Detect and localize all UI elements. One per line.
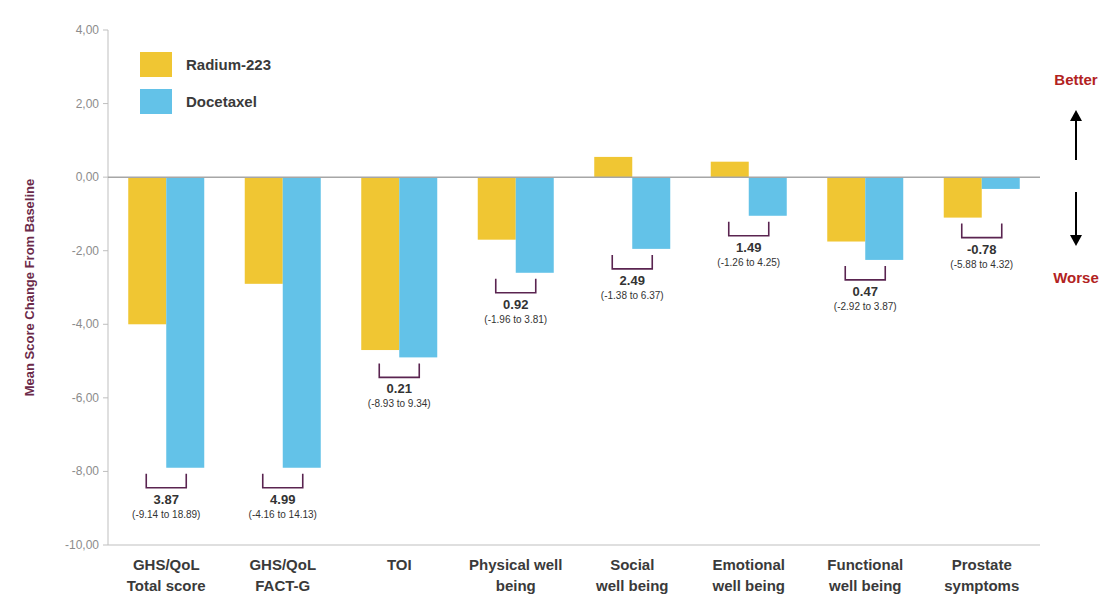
x-tick-label: Social well being bbox=[595, 556, 669, 594]
bar bbox=[478, 177, 516, 240]
bracket bbox=[146, 474, 186, 488]
better-label: Better bbox=[1054, 71, 1098, 88]
bracket bbox=[263, 474, 303, 488]
difference-value: 4.99 bbox=[270, 492, 295, 507]
x-tick-label-line: Emotional bbox=[712, 556, 785, 573]
arrow-down bbox=[1075, 192, 1077, 238]
bar bbox=[128, 177, 166, 324]
arrow-up bbox=[1075, 118, 1077, 160]
legend-swatch bbox=[140, 89, 172, 114]
bar bbox=[283, 177, 321, 468]
bar bbox=[594, 157, 632, 177]
y-tick bbox=[103, 103, 108, 104]
bar bbox=[749, 177, 787, 216]
difference-value: 0.47 bbox=[853, 284, 878, 299]
difference-ci: (-9.14 to 18.89) bbox=[132, 509, 200, 520]
y-tick bbox=[103, 471, 108, 472]
y-axis bbox=[108, 30, 109, 545]
x-tick-label-line: FACT-G bbox=[255, 577, 310, 594]
y-tick-label: 2,00 bbox=[76, 97, 100, 111]
x-tick-label-line: symptoms bbox=[944, 577, 1019, 594]
y-tick bbox=[103, 177, 108, 178]
difference-value: 1.49 bbox=[736, 240, 761, 255]
y-axis-title: Mean Score Change From Baseline bbox=[22, 179, 37, 396]
difference-ci: (-5.88 to 4.32) bbox=[950, 259, 1013, 270]
difference-value: 2.49 bbox=[620, 273, 645, 288]
chart-svg: 4,00 2,00 0,00 -2,00 -4,00 -6,00 -8,00 -10,00 Me… bbox=[0, 0, 1120, 616]
x-tick-label: Physical well being bbox=[469, 556, 562, 594]
zero-line bbox=[108, 176, 1040, 178]
bar bbox=[361, 177, 399, 350]
x-tick-label-line: Prostate bbox=[952, 556, 1012, 573]
difference-value: -0.78 bbox=[967, 242, 997, 257]
y-tick-label: -6,00 bbox=[72, 391, 100, 405]
bar bbox=[944, 177, 982, 217]
bar bbox=[711, 162, 749, 177]
x-tick-label: GHS/QoL Total score bbox=[127, 556, 206, 594]
x-tick-label-line: GHS/QoL bbox=[249, 556, 316, 573]
x-tick-label-line: Physical well bbox=[469, 556, 562, 573]
x-tick-label-line: GHS/QoL bbox=[133, 556, 200, 573]
y-tick-label: -10,00 bbox=[65, 538, 99, 552]
bracket bbox=[729, 222, 769, 236]
x-tick-label: GHS/QoL FACT-G bbox=[249, 556, 316, 594]
bars bbox=[128, 157, 1020, 468]
x-tick-label-line: Total score bbox=[127, 577, 206, 594]
y-tick bbox=[103, 545, 108, 546]
y-tick-label: 4,00 bbox=[76, 23, 100, 37]
difference-ci: (-2.92 to 3.87) bbox=[834, 301, 897, 312]
difference-value: 0.21 bbox=[387, 381, 412, 396]
difference-value: 0.92 bbox=[503, 297, 528, 312]
bracket bbox=[612, 255, 652, 269]
x-tick-label: Functional well being bbox=[827, 556, 903, 594]
x-tick-label-line: Social bbox=[610, 556, 654, 573]
y-tick bbox=[103, 250, 108, 251]
legend-label: Docetaxel bbox=[186, 93, 257, 110]
legend-label: Radium-223 bbox=[186, 56, 271, 73]
difference-ci: (-1.96 to 3.81) bbox=[484, 314, 547, 325]
x-tick-label-line: well being bbox=[595, 577, 669, 594]
arrow-up-head bbox=[1070, 110, 1082, 121]
bar bbox=[166, 177, 204, 468]
y-tick-label: -4,00 bbox=[72, 317, 100, 331]
difference-value: 3.87 bbox=[154, 492, 179, 507]
legend-swatch bbox=[140, 52, 172, 77]
difference-ci: (-4.16 to 14.13) bbox=[249, 509, 317, 520]
y-tick-label: -2,00 bbox=[72, 244, 100, 258]
bracket bbox=[379, 363, 419, 377]
bar bbox=[516, 177, 554, 273]
difference-ci: (-8.93 to 9.34) bbox=[368, 398, 431, 409]
bar bbox=[827, 177, 865, 241]
x-tick-label: TOI bbox=[387, 556, 412, 573]
x-tick-label-line: being bbox=[496, 577, 536, 594]
arrow-down-head bbox=[1070, 235, 1082, 246]
x-tick-label-line: TOI bbox=[387, 556, 412, 573]
bar bbox=[632, 177, 670, 249]
difference-ci: (-1.26 to 4.25) bbox=[717, 257, 780, 268]
y-tick-label: 0,00 bbox=[76, 170, 100, 184]
x-tick-label-line: well being bbox=[828, 577, 902, 594]
x-tick-label-line: Functional bbox=[827, 556, 903, 573]
x-tick-label: Prostate symptoms bbox=[944, 556, 1019, 594]
chart-container: 4,00 2,00 0,00 -2,00 -4,00 -6,00 -8,00 -10,00 Me… bbox=[0, 0, 1120, 616]
x-axis bbox=[108, 545, 1040, 546]
bar bbox=[865, 177, 903, 260]
bar bbox=[982, 177, 1020, 189]
bracket bbox=[845, 266, 885, 280]
worse-label: Worse bbox=[1053, 269, 1099, 286]
x-tick-label: Emotional well being bbox=[711, 556, 785, 594]
y-tick-label: -8,00 bbox=[72, 464, 100, 478]
y-tick bbox=[103, 397, 108, 398]
difference-ci: (-1.38 to 6.37) bbox=[601, 290, 664, 301]
bracket bbox=[962, 224, 1002, 238]
bar bbox=[245, 177, 283, 284]
bracket bbox=[496, 279, 536, 293]
y-tick bbox=[103, 30, 108, 31]
y-tick bbox=[103, 324, 108, 325]
bar bbox=[399, 177, 437, 357]
x-tick-label-line: well being bbox=[711, 577, 785, 594]
